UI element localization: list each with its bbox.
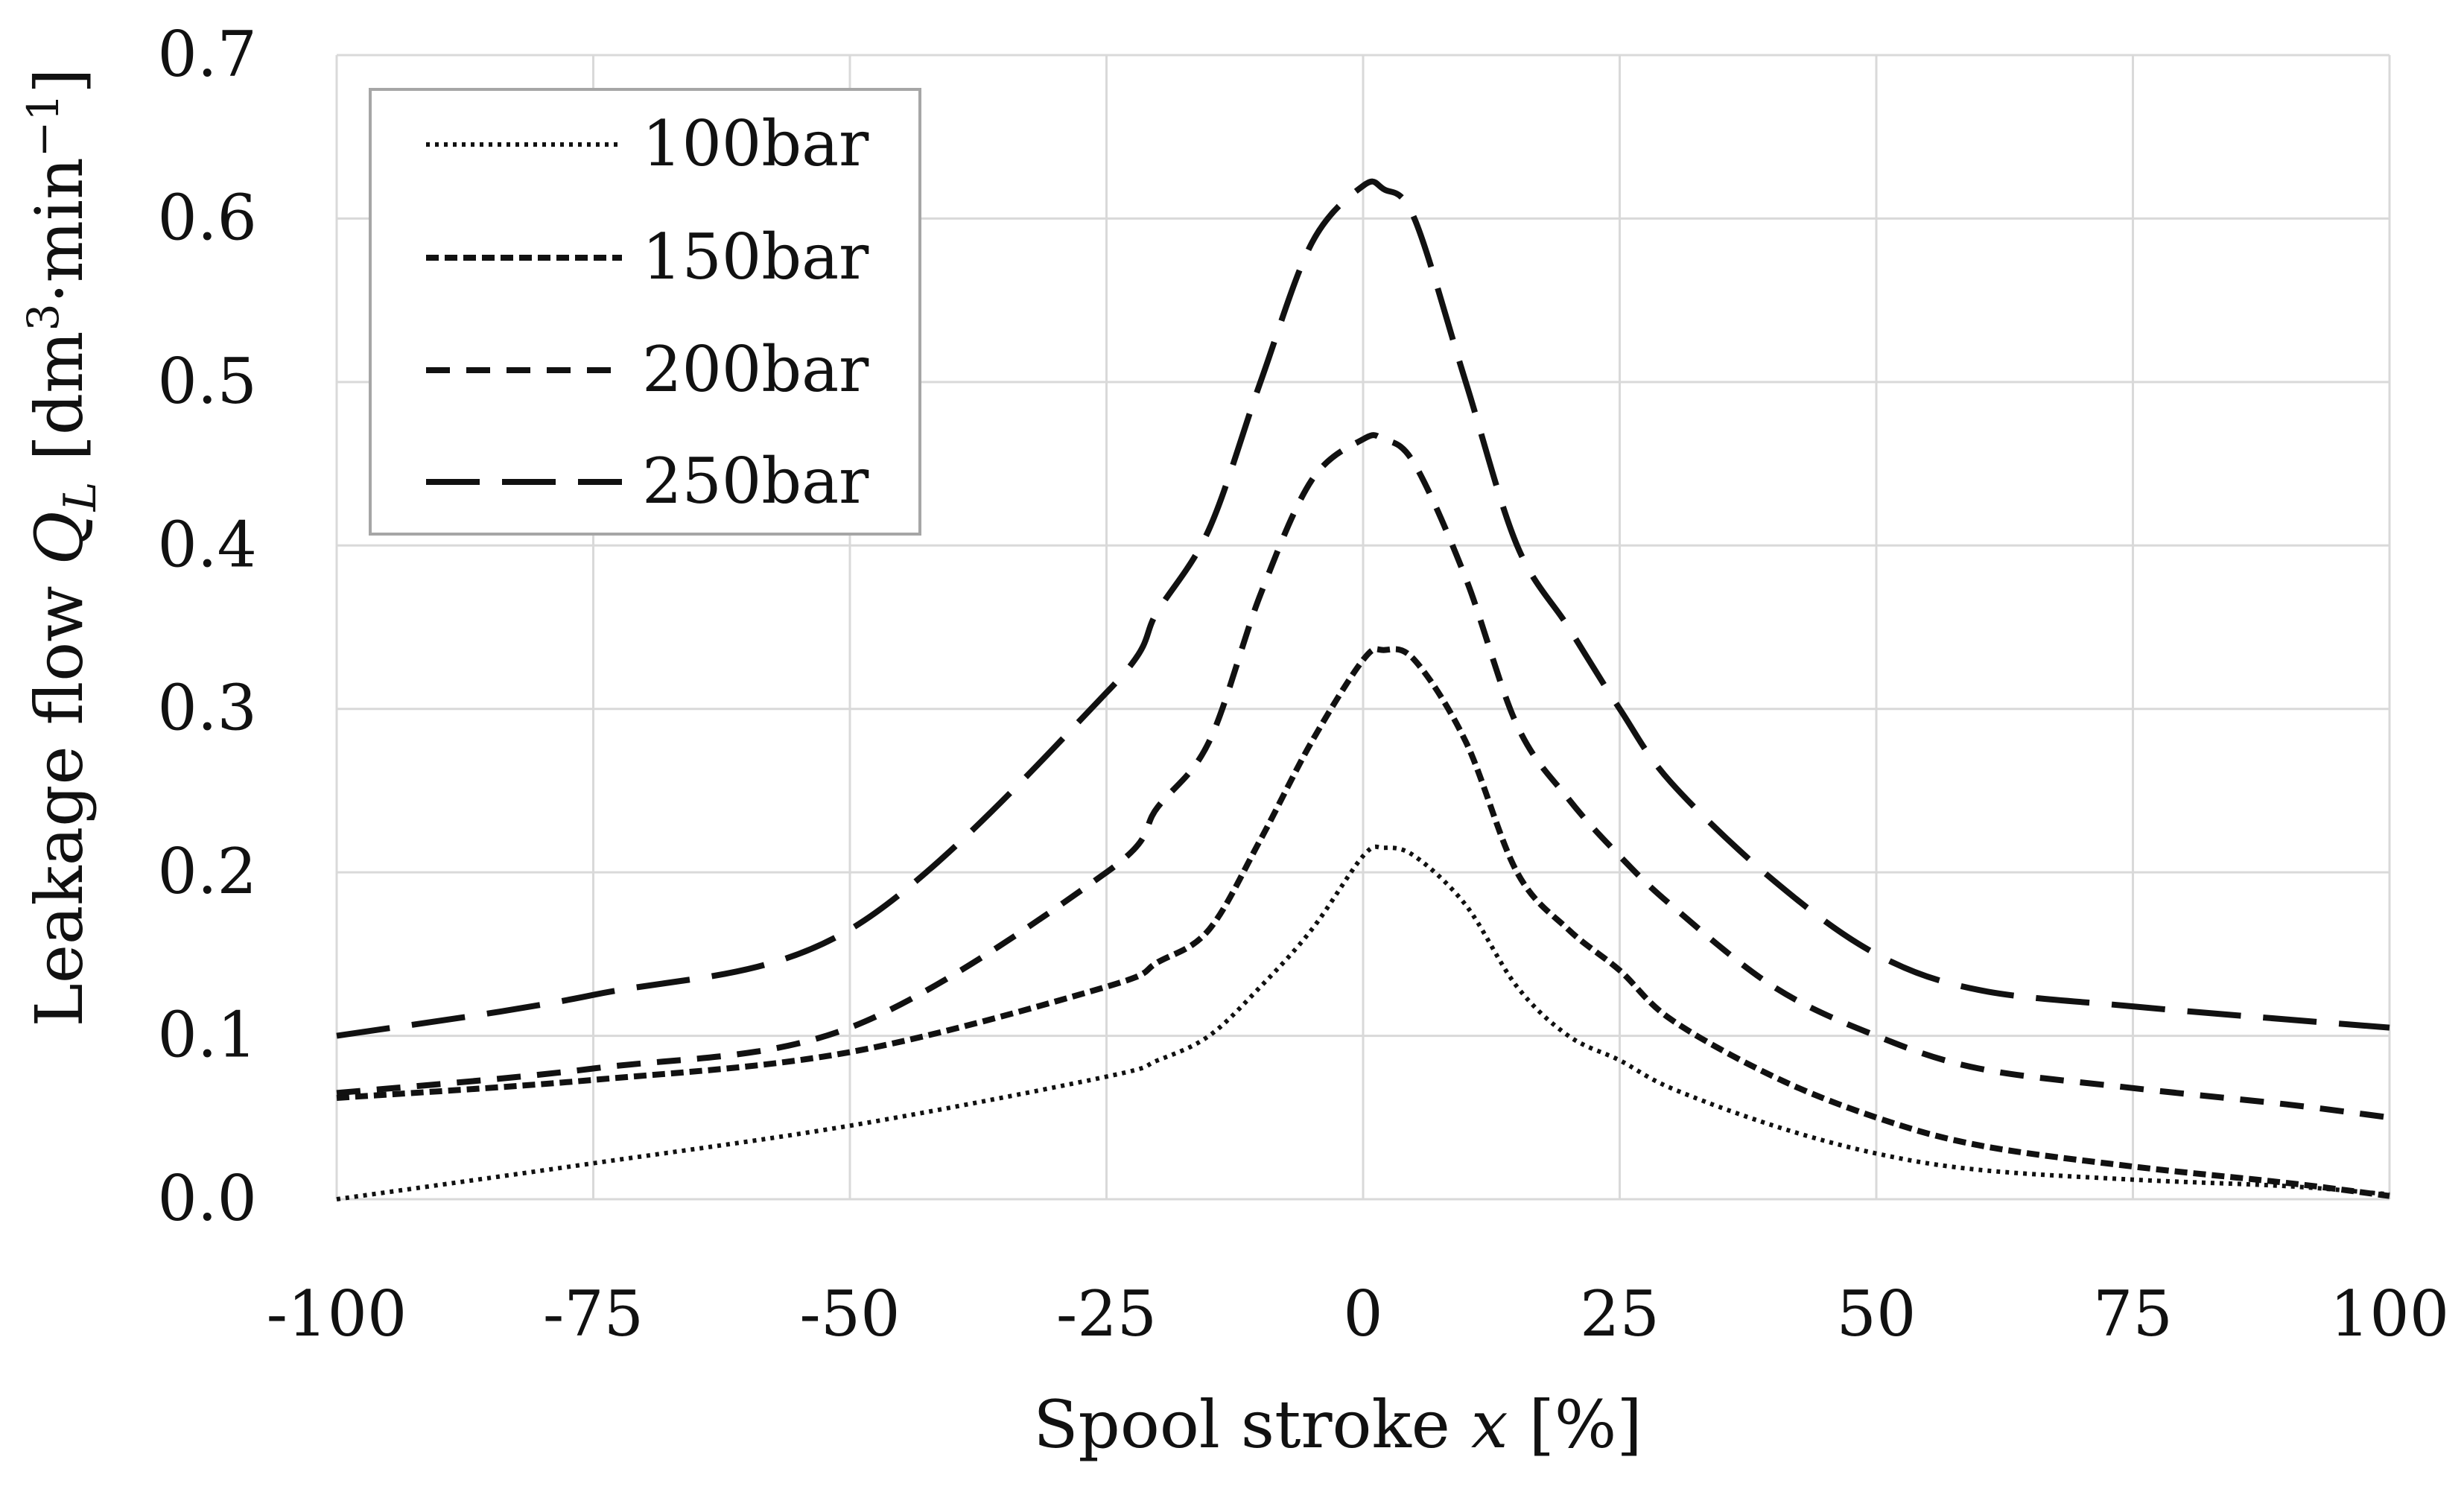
x-tick-label: 0: [1343, 1277, 1382, 1350]
y-tick-label: 0.6: [157, 181, 257, 254]
y-tick-label: 0.2: [157, 835, 257, 908]
y-tick-label: 0.0: [157, 1162, 257, 1235]
series-line-250bar: [336, 178, 2390, 1039]
series-line-200bar: [336, 432, 2390, 1121]
x-tick-label: -25: [1056, 1277, 1157, 1350]
legend-label: 150bar: [642, 220, 869, 293]
legend: 100bar 150bar 200bar 250bar: [369, 88, 921, 536]
legend-label: 200bar: [642, 333, 869, 406]
x-tick-label: 75: [2093, 1277, 2173, 1350]
y-axis-ticks: 0.0 0.1 0.2 0.3 0.4 0.5 0.6 0.7: [157, 18, 257, 1235]
x-tick-label: 100: [2330, 1277, 2449, 1350]
legend-label: 250bar: [642, 445, 869, 518]
legend-box: [369, 88, 921, 536]
x-axis-ticks: -100 -75 -50 -25 0 25 50 75 100: [267, 1277, 2450, 1350]
x-tick-label: -50: [799, 1277, 900, 1350]
x-tick-label: -100: [267, 1277, 407, 1350]
series-group: [336, 178, 2390, 1201]
x-axis-title: Spool stroke x [%]: [1033, 1386, 1642, 1463]
legend-label: 100bar: [642, 107, 869, 180]
y-tick-label: 0.5: [157, 345, 257, 418]
y-tick-label: 0.1: [157, 999, 257, 1072]
y-tick-label: 0.3: [157, 672, 257, 745]
x-tick-label: -75: [543, 1277, 644, 1350]
x-tick-label: 25: [1580, 1277, 1660, 1350]
y-tick-label: 0.4: [157, 508, 257, 581]
x-tick-label: 50: [1837, 1277, 1917, 1350]
y-tick-label: 0.7: [157, 18, 257, 91]
y-axis-title: Leakage flow QL [dm3·min−1]: [18, 68, 107, 1026]
